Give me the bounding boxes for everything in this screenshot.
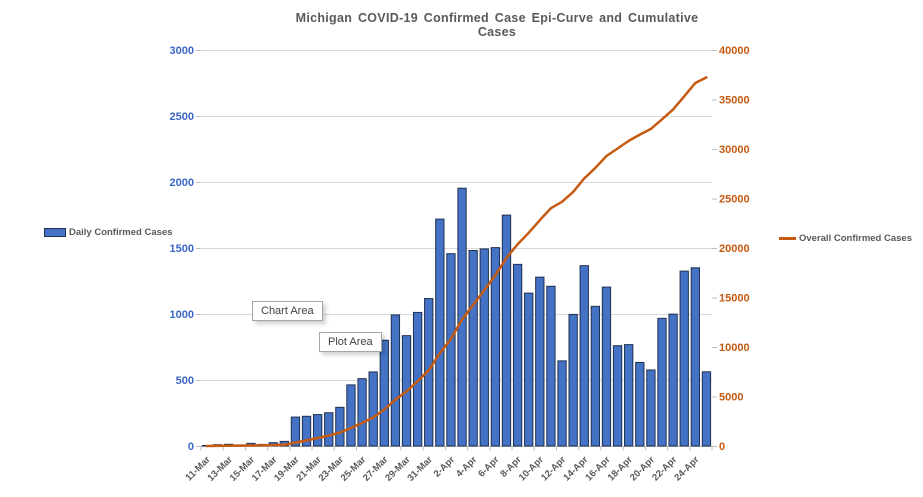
svg-text:40000: 40000: [719, 45, 750, 57]
svg-text:3000: 3000: [170, 45, 194, 57]
svg-text:4-Apr: 4-Apr: [454, 454, 480, 480]
svg-text:2-Apr: 2-Apr: [432, 454, 458, 480]
line-series-swatch-icon: [779, 237, 796, 240]
daily-confirmed-bars[interactable]: [201, 187, 712, 447]
svg-text:24-Apr: 24-Apr: [672, 454, 701, 483]
svg-text:0: 0: [188, 441, 194, 453]
svg-text:2000: 2000: [170, 177, 194, 189]
svg-text:15000: 15000: [719, 293, 750, 305]
y-axis-left[interactable]: 0 500 1000 1500 2000 2500 3000: [170, 45, 201, 453]
plot-area-tooltip: Plot Area: [319, 332, 382, 352]
bar-series-swatch-icon: [44, 228, 66, 237]
svg-text:6-Apr: 6-Apr: [476, 454, 502, 480]
x-axis-labels: 11-Mar13-Mar15-Mar17-Mar19-Mar21-Mar23-M…: [184, 454, 702, 484]
svg-text:500: 500: [176, 375, 194, 387]
legend-daily-confirmed-cases[interactable]: Daily Confirmed Cases: [44, 227, 172, 238]
legend-daily-label: Daily Confirmed Cases: [69, 227, 173, 238]
svg-text:31-Mar: 31-Mar: [405, 454, 435, 484]
chart-area-tooltip: Chart Area: [252, 301, 323, 321]
svg-text:10000: 10000: [719, 342, 750, 354]
svg-text:0: 0: [719, 441, 725, 453]
svg-text:2500: 2500: [170, 111, 194, 123]
y-axis-right[interactable]: 0 5000 10000 15000 20000 25000 30000 35000 40000: [712, 45, 750, 453]
legend-overall-confirmed-cases[interactable]: Overall Confirmed Cases: [779, 233, 912, 244]
legend-overall-label: Overall Confirmed Cases: [799, 233, 912, 244]
svg-text:1500: 1500: [170, 243, 194, 255]
svg-text:1000: 1000: [170, 309, 194, 321]
svg-text:25000: 25000: [719, 194, 750, 206]
chart-title[interactable]: Michigan COVID-19 Confirmed Case Epi-Cur…: [295, 11, 699, 39]
svg-text:30000: 30000: [719, 144, 750, 156]
overall-confirmed-line[interactable]: [205, 76, 708, 448]
svg-text:35000: 35000: [719, 95, 750, 107]
svg-text:20000: 20000: [719, 243, 750, 255]
svg-text:5000: 5000: [719, 392, 743, 404]
x-axis[interactable]: [200, 446, 713, 451]
